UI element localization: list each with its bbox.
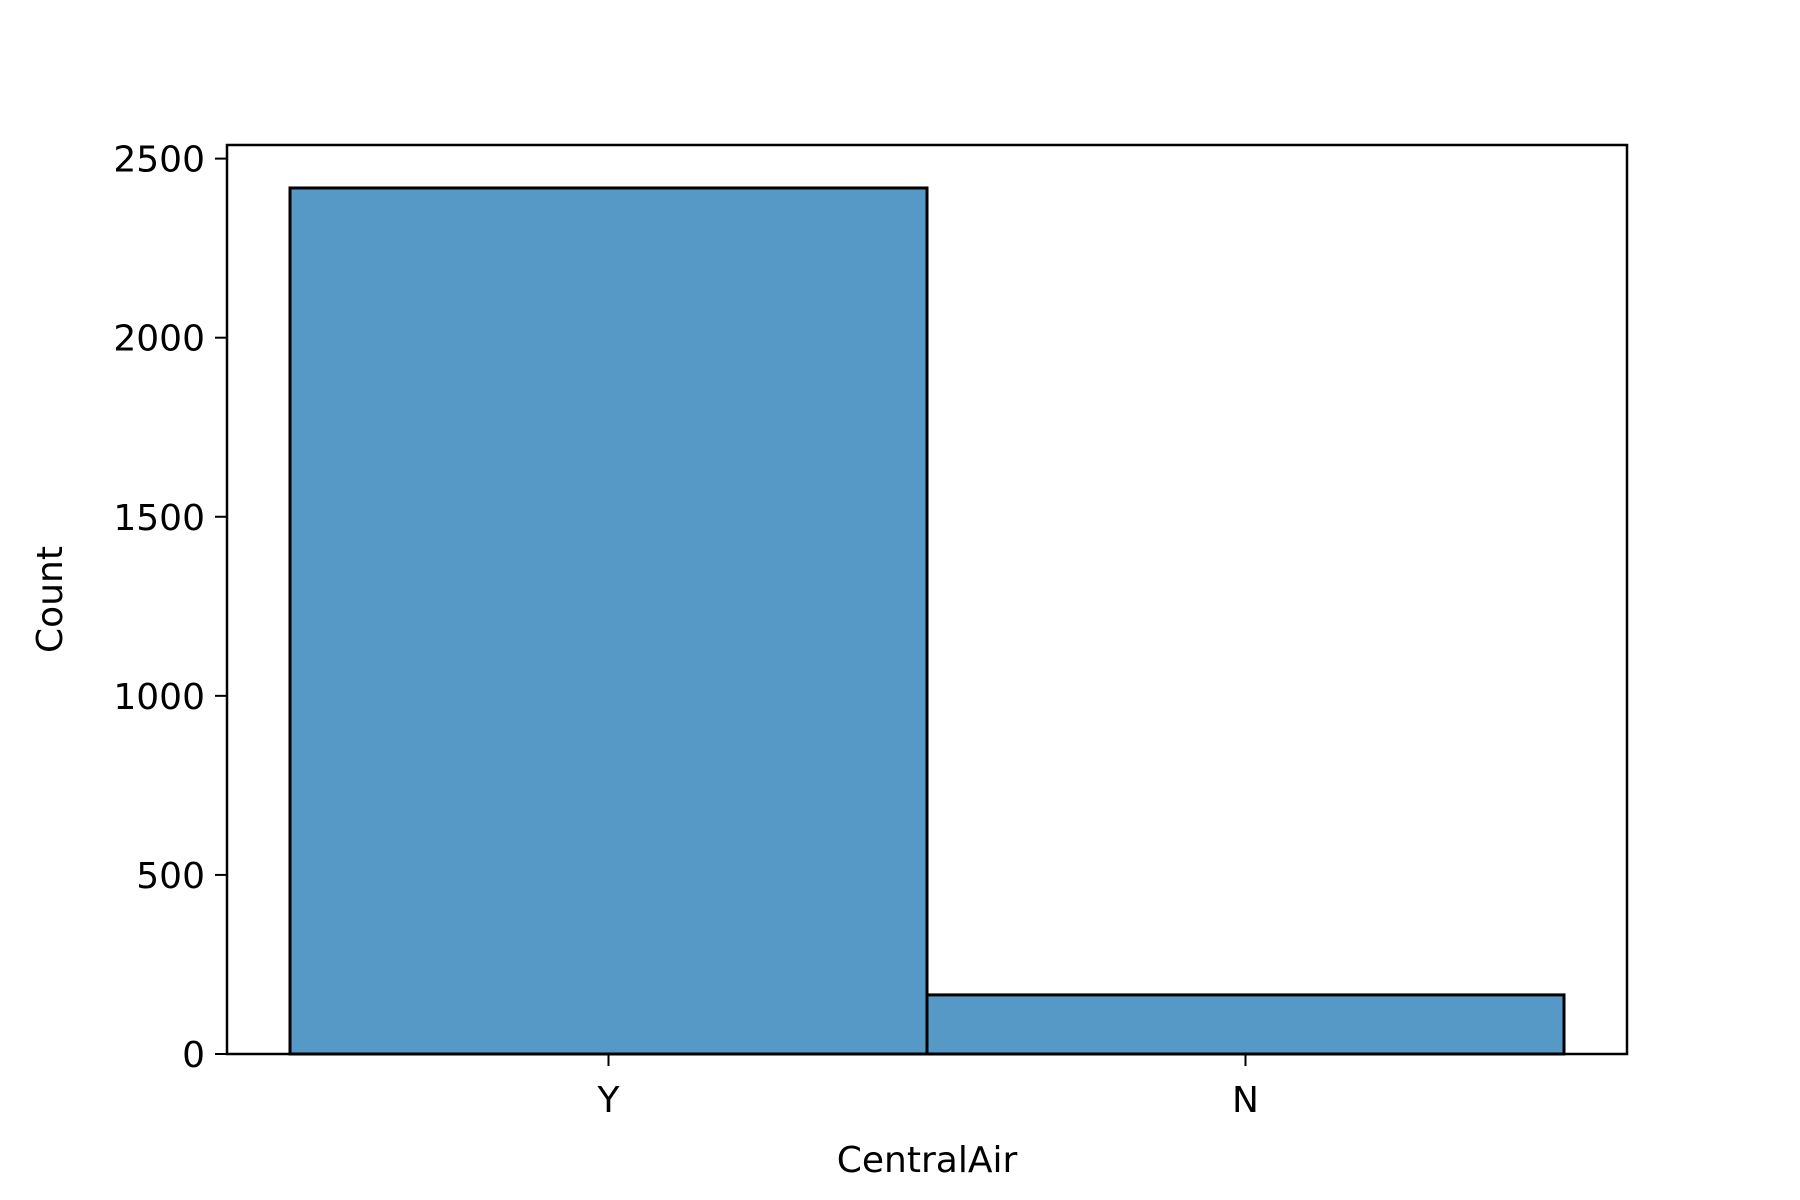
y-tick-label: 2500 [113, 140, 205, 181]
x-tick-label: N [1232, 1080, 1259, 1121]
y-tick-label: 1500 [113, 498, 205, 539]
y-axis-ticks: 0 500 1000 1500 2000 2500 [113, 140, 227, 1076]
y-axis-label: Count [30, 546, 71, 653]
bars-layer [288, 186, 1566, 1056]
bar-Y [288, 186, 929, 1056]
y-tick-label: 2000 [113, 319, 205, 360]
x-axis-label: CentralAir [837, 1140, 1018, 1181]
y-tick-label: 0 [182, 1035, 205, 1076]
y-tick-label: 500 [136, 856, 205, 897]
plot-frame [225, 143, 1629, 1056]
y-tick-label: 1000 [113, 677, 205, 718]
bar-N [925, 993, 1566, 1056]
x-tick-label: Y [597, 1080, 621, 1121]
